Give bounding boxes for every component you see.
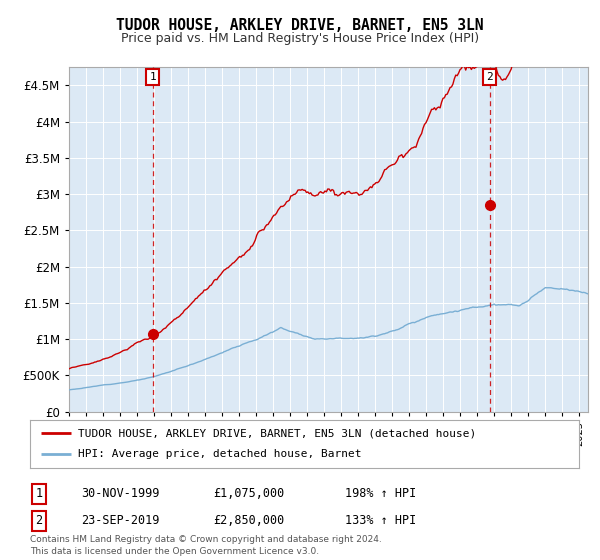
Text: 1: 1 [35,487,43,501]
Text: 198% ↑ HPI: 198% ↑ HPI [345,487,416,501]
Text: £2,850,000: £2,850,000 [213,514,284,528]
Text: 2: 2 [487,72,493,82]
Text: 2: 2 [35,514,43,528]
Text: 23-SEP-2019: 23-SEP-2019 [81,514,160,528]
Text: Contains HM Land Registry data © Crown copyright and database right 2024.
This d: Contains HM Land Registry data © Crown c… [30,535,382,556]
Text: £1,075,000: £1,075,000 [213,487,284,501]
Text: TUDOR HOUSE, ARKLEY DRIVE, BARNET, EN5 3LN: TUDOR HOUSE, ARKLEY DRIVE, BARNET, EN5 3… [116,18,484,33]
Text: TUDOR HOUSE, ARKLEY DRIVE, BARNET, EN5 3LN (detached house): TUDOR HOUSE, ARKLEY DRIVE, BARNET, EN5 3… [79,428,476,438]
Text: 1: 1 [149,72,156,82]
Text: HPI: Average price, detached house, Barnet: HPI: Average price, detached house, Barn… [79,449,362,459]
Text: 133% ↑ HPI: 133% ↑ HPI [345,514,416,528]
Text: 30-NOV-1999: 30-NOV-1999 [81,487,160,501]
Text: Price paid vs. HM Land Registry's House Price Index (HPI): Price paid vs. HM Land Registry's House … [121,32,479,45]
